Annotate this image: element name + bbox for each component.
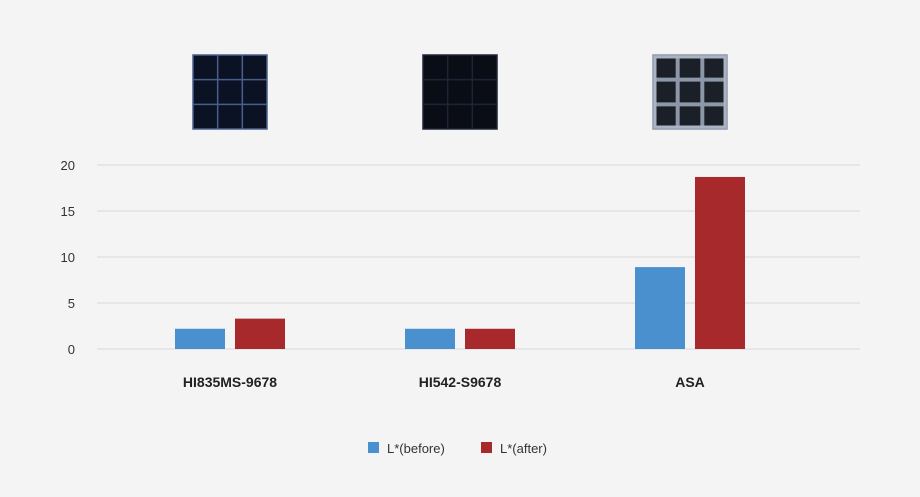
y-tick-label: 15 bbox=[61, 204, 75, 219]
category-label: ASA bbox=[675, 374, 705, 390]
y-tick-label: 5 bbox=[68, 296, 75, 311]
legend-swatch-after bbox=[481, 442, 492, 453]
sample-swatch-dark-navy-grid bbox=[192, 54, 268, 130]
bars bbox=[175, 176, 745, 349]
y-tick-label: 0 bbox=[68, 342, 75, 357]
sample-swatches bbox=[192, 54, 728, 130]
category-labels: HI835MS-9678 HI542-S9678 ASA bbox=[183, 374, 705, 390]
bar-before-1 bbox=[405, 328, 455, 349]
bar-after-1 bbox=[465, 328, 515, 349]
bar-before-2 bbox=[635, 267, 685, 349]
legend-swatch-before bbox=[368, 442, 379, 453]
sample-swatch-black-faint-grid bbox=[422, 54, 498, 130]
category-label: HI542-S9678 bbox=[419, 374, 502, 390]
category-label: HI835MS-9678 bbox=[183, 374, 277, 390]
gridlines bbox=[97, 164, 860, 350]
y-tick-label: 20 bbox=[61, 158, 75, 173]
bar-after-2 bbox=[695, 176, 745, 349]
sample-swatch-gray-white-grid bbox=[652, 54, 728, 130]
legend-label: L*(after) bbox=[500, 441, 547, 456]
legend: L*(before) L*(after) bbox=[368, 441, 547, 456]
y-axis-ticks: 0 5 10 15 20 bbox=[61, 158, 75, 357]
y-tick-label: 10 bbox=[61, 250, 75, 265]
bar-after-0 bbox=[235, 318, 285, 349]
legend-label: L*(before) bbox=[387, 441, 445, 456]
bar-before-0 bbox=[175, 328, 225, 349]
